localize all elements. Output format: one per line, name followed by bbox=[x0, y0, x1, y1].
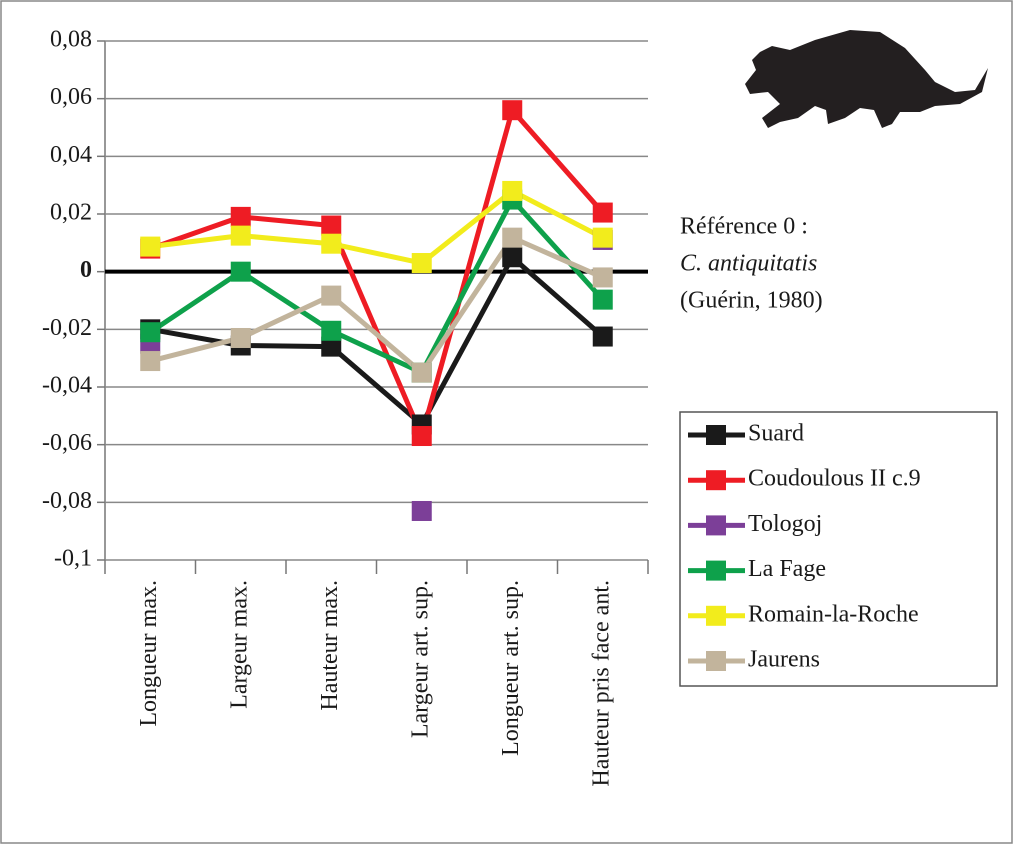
marker bbox=[321, 336, 342, 357]
rhino-icon bbox=[745, 30, 988, 128]
y-tick-label: 0,08 bbox=[50, 27, 92, 53]
series-line bbox=[149, 107, 605, 439]
y-tick-label: -0,08 bbox=[42, 488, 92, 514]
marker bbox=[592, 202, 613, 223]
x-tick-label: Hauteur pris face ant. bbox=[588, 580, 614, 787]
marker bbox=[230, 206, 251, 227]
y-tick-label: 0,02 bbox=[50, 200, 92, 226]
annotation: (Guérin, 1980) bbox=[680, 288, 823, 314]
marker bbox=[411, 362, 432, 383]
x-tick-label: Longueur art. sup. bbox=[498, 580, 524, 756]
marker bbox=[411, 500, 432, 521]
legend-marker bbox=[706, 425, 726, 445]
marker bbox=[230, 327, 251, 348]
marker bbox=[502, 227, 523, 248]
marker bbox=[592, 289, 613, 310]
marker bbox=[140, 236, 161, 257]
legend-label: Suard bbox=[748, 421, 804, 447]
marker bbox=[502, 180, 523, 201]
legend-marker bbox=[706, 515, 726, 536]
marker bbox=[140, 322, 161, 343]
legend-label: La Fage bbox=[748, 556, 826, 582]
legend-label: Tologoj bbox=[748, 511, 822, 537]
series-line bbox=[148, 197, 605, 376]
y-tick-label: -0,04 bbox=[42, 373, 92, 399]
marker bbox=[592, 326, 613, 347]
y-tick-label: -0,02 bbox=[42, 315, 92, 341]
marker bbox=[140, 351, 161, 372]
legend-marker bbox=[706, 560, 726, 581]
legend-label: Romain-la-Roche bbox=[748, 601, 919, 627]
legend-marker bbox=[706, 605, 726, 626]
marker bbox=[592, 267, 613, 288]
y-tick-label: 0,06 bbox=[50, 84, 92, 110]
legend-label: Coudoulous II c.9 bbox=[748, 466, 921, 492]
marker bbox=[411, 426, 432, 447]
y-tick-label: 0 bbox=[80, 257, 92, 283]
x-tick-label: Hauteur max. bbox=[317, 580, 343, 711]
x-tick-label: Longueur max. bbox=[136, 580, 162, 727]
marker bbox=[321, 285, 342, 306]
series-line bbox=[149, 235, 604, 376]
marker bbox=[321, 215, 342, 236]
marker bbox=[230, 225, 251, 246]
marker bbox=[321, 320, 342, 341]
annotation: C. antiquitatis bbox=[680, 251, 817, 277]
x-tick-label: Largeur max. bbox=[226, 580, 252, 709]
y-tick-label: -0,06 bbox=[42, 430, 92, 456]
legend-box bbox=[679, 411, 998, 687]
marker bbox=[321, 233, 342, 254]
series-line bbox=[149, 188, 604, 266]
marker bbox=[411, 253, 432, 274]
marker bbox=[502, 100, 523, 121]
legend-label: Jaurens bbox=[748, 647, 820, 673]
legend-marker bbox=[706, 651, 726, 671]
y-tick-label: -0,1 bbox=[54, 546, 92, 572]
marker bbox=[592, 227, 613, 248]
y-tick-label: 0,04 bbox=[50, 142, 92, 168]
x-tick-label: Largeur art. sup. bbox=[407, 580, 433, 738]
legend-marker bbox=[706, 470, 726, 491]
marker bbox=[230, 261, 251, 282]
annotation: Référence 0 : bbox=[680, 214, 808, 240]
marker bbox=[502, 247, 523, 268]
